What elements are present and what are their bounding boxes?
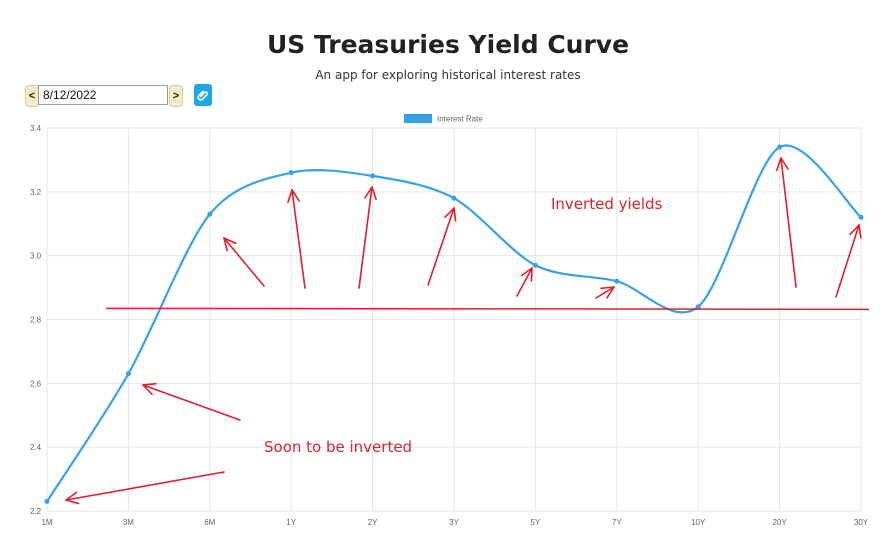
- chart-grid: [46, 127, 862, 512]
- x-tick-label: 3Y: [449, 518, 459, 527]
- y-tick-label: 3.4: [30, 124, 42, 133]
- y-tick-label: 2.8: [30, 316, 42, 325]
- data-point: [695, 304, 701, 310]
- annotation-arrow: [516, 267, 533, 297]
- y-tick-label: 3.0: [30, 252, 42, 261]
- annotation-arrow: [595, 286, 615, 299]
- data-point: [207, 211, 213, 217]
- y-tick-label: 2.4: [30, 443, 42, 452]
- chevron-left-icon: <: [28, 90, 36, 102]
- annotation-arrow: [835, 224, 862, 298]
- data-point: [44, 498, 50, 504]
- annotation-inverted-yields: Inverted yields: [551, 195, 663, 213]
- legend-label: Interest Rate: [437, 115, 483, 124]
- share-link-button[interactable]: [194, 84, 212, 106]
- annotation-arrow: [427, 207, 457, 286]
- x-tick-label: 5Y: [531, 518, 541, 527]
- page-title: US Treasuries Yield Curve: [266, 30, 630, 59]
- x-tick-label: 2Y: [368, 518, 378, 527]
- legend-swatch: [404, 114, 432, 123]
- annotation-arrow: [142, 382, 241, 421]
- x-axis-ticks: 1M 3M 6M 1Y 2Y 3Y 5Y 7Y 10Y 20Y 30Y: [41, 518, 868, 527]
- annotation-arrow: [223, 237, 265, 287]
- data-point: [125, 371, 131, 377]
- y-tick-label: 2.6: [30, 379, 42, 388]
- annotation-arrow: [65, 471, 225, 505]
- annotation-soon-to-be-inverted: Soon to be inverted: [264, 438, 412, 456]
- annotation-arrow: [287, 189, 306, 289]
- data-point: [288, 170, 294, 176]
- y-axis-ticks: 3.4 3.2 3.0 2.8 2.6 2.4 2.2: [30, 124, 42, 516]
- chevron-right-icon: >: [172, 90, 180, 102]
- annotation-arrow: [775, 157, 797, 288]
- x-tick-label: 1M: [41, 518, 52, 527]
- chart-legend: Interest Rate: [404, 114, 483, 124]
- page-subtitle: An app for exploring historical interest…: [315, 68, 581, 82]
- annotation-arrows: [65, 157, 862, 505]
- x-tick-label: 3M: [123, 518, 134, 527]
- x-tick-label: 6M: [204, 518, 215, 527]
- date-input[interactable]: [38, 85, 168, 105]
- data-point: [777, 144, 783, 150]
- x-tick-label: 1Y: [286, 518, 296, 527]
- annotations: Inverted yields Soon to be inverted: [65, 157, 870, 505]
- x-tick-label: 20Y: [772, 518, 787, 527]
- next-date-button[interactable]: >: [169, 85, 183, 107]
- x-tick-label: 7Y: [612, 518, 622, 527]
- y-tick-label: 2.2: [30, 507, 42, 516]
- annotation-arrow: [358, 186, 377, 289]
- data-point: [532, 262, 538, 268]
- data-point: [614, 278, 620, 284]
- data-point: [858, 214, 864, 220]
- paperclip-icon: [197, 90, 209, 101]
- data-point: [370, 173, 376, 179]
- data-points: [44, 144, 864, 504]
- data-point: [451, 195, 457, 201]
- x-tick-label: 30Y: [854, 518, 869, 527]
- x-tick-label: 10Y: [691, 518, 706, 527]
- reference-line: [105, 307, 870, 311]
- y-tick-label: 3.2: [30, 188, 42, 197]
